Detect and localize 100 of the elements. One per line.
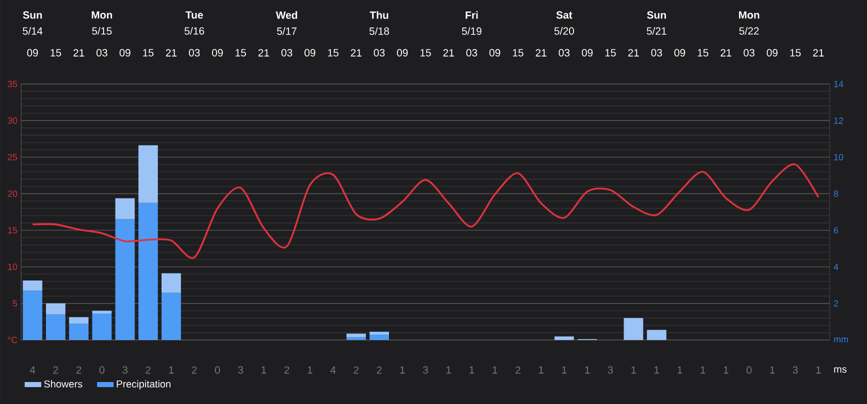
category-label: Sat 5/20 xyxy=(554,11,574,35)
y2-tick-label: 12 xyxy=(834,117,844,124)
y-tick-label: 30 xyxy=(8,117,18,124)
data-label: 4 xyxy=(330,366,336,374)
data-label: 2 xyxy=(192,366,197,374)
x-tick-label: 21 xyxy=(536,49,546,56)
data-label: 0 xyxy=(746,366,752,374)
x-tick-label: 15 xyxy=(236,49,246,56)
bar xyxy=(370,332,389,334)
x-tick-label: 03 xyxy=(744,49,754,56)
y2-tick-label: 4 xyxy=(834,264,838,270)
y2-tick-label: 10 xyxy=(834,154,844,160)
data-label: 1 xyxy=(446,366,452,374)
category-label: Thu 5/18 xyxy=(369,11,390,35)
bar xyxy=(624,318,644,340)
data-label: 3 xyxy=(238,366,244,374)
y-tick-label: °C xyxy=(8,336,18,344)
data-label: 1 xyxy=(724,366,728,374)
category-label: Mon 5/15 xyxy=(92,11,112,35)
bar xyxy=(22,290,42,340)
x-tick-label: 09 xyxy=(582,49,593,56)
category-label: Sun 5/21 xyxy=(646,11,666,35)
y-tick-label: 35 xyxy=(8,80,18,88)
data-label: 2 xyxy=(53,366,58,374)
y-tick-label: 25 xyxy=(8,154,18,160)
x-tick-label: 09 xyxy=(489,49,500,56)
data-label: 0 xyxy=(99,366,104,374)
data-label: 1 xyxy=(492,366,498,374)
data-label: 2 xyxy=(76,366,82,374)
data-label: 3 xyxy=(422,366,428,374)
bar xyxy=(46,314,66,340)
bar xyxy=(138,202,158,340)
data-label: 1 xyxy=(538,366,544,374)
x-tick-label: 15 xyxy=(328,49,338,56)
line-series xyxy=(32,164,820,258)
bar xyxy=(115,219,135,340)
data-label: 1 xyxy=(770,366,775,374)
x-tick-label: 21 xyxy=(720,49,732,56)
x-tick-label: 09 xyxy=(674,49,686,56)
x-tick-label: 09 xyxy=(304,49,316,56)
bar xyxy=(69,324,89,340)
y2-tick-label: mm xyxy=(834,338,848,342)
x-tick-label: 21 xyxy=(813,49,824,56)
x-tick-label: 15 xyxy=(512,49,524,56)
x-tick-label: 21 xyxy=(73,49,84,56)
x-tick-label: 09 xyxy=(120,49,130,56)
x-tick-label: 15 xyxy=(605,49,616,56)
data-label: 3 xyxy=(608,366,613,374)
x-tick-label: 03 xyxy=(281,49,292,56)
x-tick-label: 09 xyxy=(766,49,778,56)
x-tick-label: 21 xyxy=(258,49,270,56)
category-label: Sun 5/14 xyxy=(22,11,42,35)
y2-tick-label: 2 xyxy=(834,300,838,307)
bar xyxy=(162,273,181,292)
y2-tick-label: 8 xyxy=(834,190,838,197)
data-label: 1 xyxy=(678,366,682,374)
data-label: 1 xyxy=(816,366,821,374)
data-label: 3 xyxy=(792,366,798,374)
bar xyxy=(646,330,666,340)
bar xyxy=(162,292,181,340)
legend-label: Showers xyxy=(44,380,82,388)
x-tick-label: 15 xyxy=(50,49,62,56)
x-tick-label: 15 xyxy=(698,49,708,56)
data-label: 4 xyxy=(30,366,36,374)
x-tick-label: 03 xyxy=(374,49,385,56)
x-tick-label: 15 xyxy=(790,49,801,56)
x-tick-label: 03 xyxy=(466,49,478,56)
data-label: 1 xyxy=(262,366,266,374)
x-tick-label: 03 xyxy=(558,49,570,56)
x-tick-label: 21 xyxy=(443,49,454,56)
category-label: Mon 5/22 xyxy=(739,11,760,35)
data-label: 2 xyxy=(354,366,359,374)
y-tick-label: 5 xyxy=(12,300,18,307)
x-tick-label: 03 xyxy=(651,49,662,56)
x-tick-label: 21 xyxy=(350,49,362,56)
bar xyxy=(138,145,158,203)
y2-tick-label: 14 xyxy=(834,80,844,88)
data-label: 0 xyxy=(214,366,220,374)
bar xyxy=(115,198,135,220)
data-label: 2 xyxy=(376,366,382,374)
data-label: 1 xyxy=(562,366,567,374)
y-tick-label: 20 xyxy=(8,190,18,197)
data-label: 1 xyxy=(400,366,405,374)
category-label: Fri 5/19 xyxy=(462,11,482,35)
data-label: 1 xyxy=(700,366,706,374)
data-label: 1 xyxy=(308,366,312,374)
data-label: 3 xyxy=(122,366,128,374)
x-tick-label: 15 xyxy=(143,49,154,56)
x-tick-label: 03 xyxy=(188,49,200,56)
data-label: 1 xyxy=(654,366,660,374)
text: ms xyxy=(834,367,846,373)
data-label: 1 xyxy=(470,366,474,374)
x-tick-label: 03 xyxy=(96,49,108,56)
y-tick-label: 10 xyxy=(8,264,18,270)
x-tick-label: 09 xyxy=(396,49,408,56)
bar xyxy=(92,313,112,340)
x-tick-label: 09 xyxy=(27,49,38,56)
x-tick-label: 21 xyxy=(628,49,639,56)
x-tick-label: 09 xyxy=(212,49,223,56)
bar xyxy=(46,303,66,314)
